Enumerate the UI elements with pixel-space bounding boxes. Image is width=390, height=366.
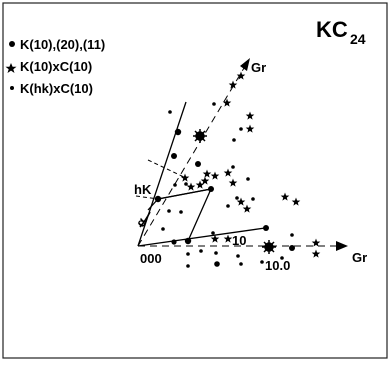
kc-star-spot bbox=[280, 192, 290, 201]
kc-star-spot bbox=[236, 71, 246, 80]
kc-star-spot bbox=[311, 238, 321, 247]
kc-star-spot bbox=[242, 204, 252, 213]
legend-star-icon bbox=[5, 63, 17, 73]
k-spot bbox=[263, 225, 269, 231]
kc-star-spot bbox=[228, 178, 238, 187]
diagram-border bbox=[2, 2, 388, 359]
legend-label-k: K(10),(20),(11) bbox=[20, 37, 105, 52]
kc-star-spot bbox=[223, 168, 233, 177]
kc-star-spot bbox=[236, 197, 246, 206]
kc-star-spot bbox=[223, 234, 233, 243]
legend-dot-icon bbox=[9, 41, 15, 47]
k-spot bbox=[154, 195, 162, 203]
marker-lines bbox=[135, 159, 187, 200]
hk-label: hK bbox=[134, 182, 152, 197]
gr-label-upper: Gr bbox=[251, 60, 266, 75]
k-spot bbox=[184, 237, 192, 245]
k-spot bbox=[214, 261, 220, 267]
axis-tick-label: 10.0 bbox=[265, 258, 290, 273]
legend-label-kc: K(10)xC(10) bbox=[20, 59, 92, 74]
kc-star-spot bbox=[291, 197, 301, 206]
kc-star-spot bbox=[245, 124, 255, 133]
kc-star-spot bbox=[228, 80, 238, 89]
kc-star-spot bbox=[202, 169, 212, 178]
index-10-label: 10 bbox=[232, 233, 246, 248]
k-spot bbox=[208, 186, 214, 192]
k-spot bbox=[171, 239, 177, 245]
kc-star-spot bbox=[210, 234, 220, 243]
gr-label-lower: Gr bbox=[352, 250, 367, 265]
graphite-spot-lower bbox=[262, 240, 276, 254]
kc-star-spot bbox=[200, 176, 210, 185]
gr-axis-diagonal bbox=[137, 67, 245, 247]
angle-arc bbox=[139, 211, 151, 228]
diagram-title: KC bbox=[316, 17, 348, 42]
khk-spots bbox=[161, 102, 294, 268]
k-lattice-lines bbox=[137, 101, 266, 247]
legend-label-khk: K(hk)xC(10) bbox=[20, 81, 93, 96]
graphite-spot-upper bbox=[193, 129, 207, 143]
kc-star-spot bbox=[311, 249, 321, 258]
legend: K(10),(20),(11) K(10)xC(10) K(hk)xC(10) bbox=[5, 37, 105, 96]
k-spot bbox=[171, 153, 177, 159]
kc-star-spot bbox=[222, 98, 232, 107]
graphite-spots bbox=[193, 129, 276, 254]
gr-axis-diagonal-arrow-icon bbox=[240, 58, 250, 71]
kc-star-spot bbox=[210, 171, 220, 180]
kc-star-spot bbox=[180, 173, 190, 182]
k-spots bbox=[154, 128, 295, 267]
diagram-title-subscript: 24 bbox=[350, 31, 366, 47]
k-spot bbox=[195, 161, 201, 167]
gr-axis-horizontal-arrow-icon bbox=[336, 241, 348, 251]
legend-small-dot-icon bbox=[10, 86, 14, 90]
kc-star-spot bbox=[245, 111, 255, 120]
kc-star-spots bbox=[180, 71, 321, 258]
k-spot bbox=[174, 128, 182, 136]
origin-label: 000 bbox=[140, 251, 162, 266]
kc-star-spot bbox=[195, 180, 205, 189]
kc-star-spot bbox=[186, 182, 196, 191]
k-spot bbox=[289, 245, 295, 251]
